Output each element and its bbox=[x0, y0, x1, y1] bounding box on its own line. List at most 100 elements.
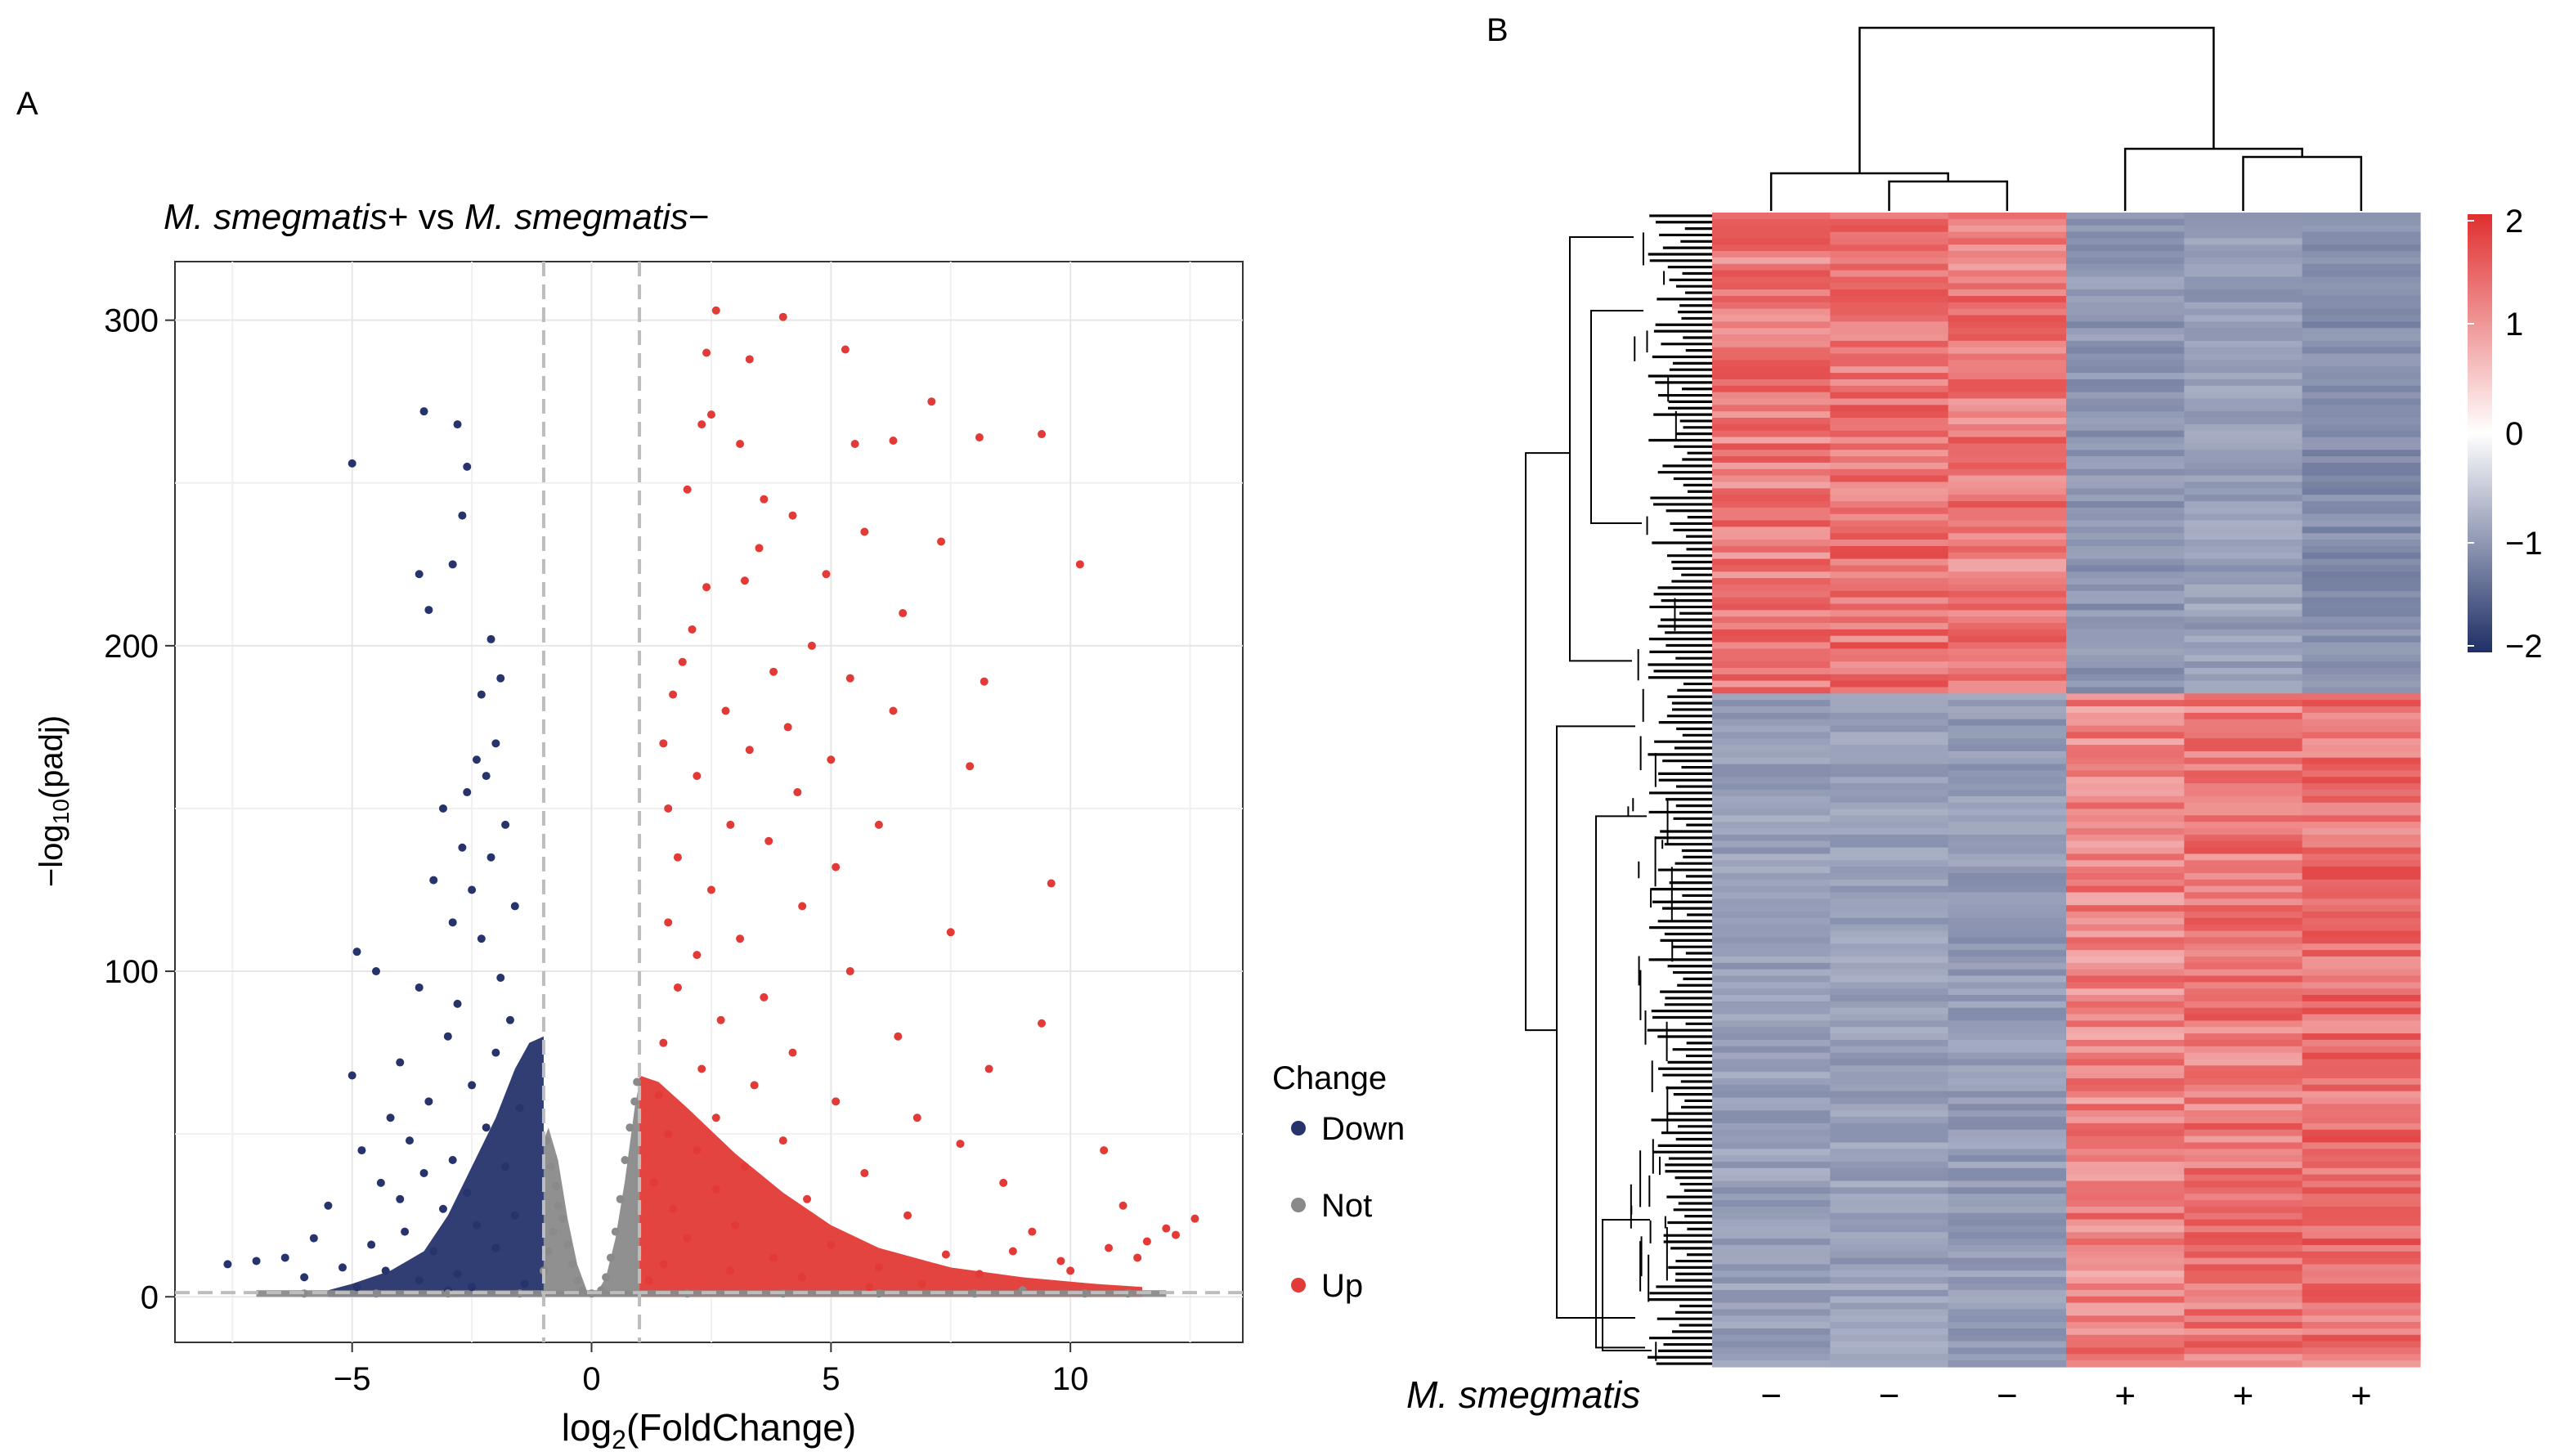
heatmap-cell bbox=[1830, 1284, 1949, 1291]
heatmap-cell bbox=[2184, 244, 2303, 252]
point-down bbox=[401, 1227, 410, 1236]
heatmap-cell bbox=[2302, 770, 2421, 777]
heatmap-cell bbox=[1830, 770, 1949, 777]
heatmap-cell bbox=[2302, 1161, 2421, 1169]
heatmap-cell bbox=[2066, 732, 2185, 739]
heatmap-cell bbox=[1830, 661, 1949, 669]
heatmap-cell bbox=[2184, 1052, 2303, 1060]
point-up bbox=[845, 967, 854, 976]
heatmap-cell bbox=[2302, 1187, 2421, 1194]
title-plain-2: − bbox=[688, 197, 710, 237]
heatmap-cell bbox=[1712, 885, 1831, 894]
row-dendro-link bbox=[1569, 236, 1634, 662]
heatmap-cell bbox=[2066, 558, 2185, 567]
heatmap-cell bbox=[2302, 1309, 2421, 1316]
point-up bbox=[697, 1064, 706, 1073]
point-up bbox=[788, 511, 797, 520]
heatmap-cell bbox=[2184, 218, 2303, 226]
heatmap-cell bbox=[1948, 995, 2067, 1002]
heatmap-cell bbox=[2302, 1072, 2421, 1079]
point-up bbox=[740, 576, 749, 585]
heatmap-cell bbox=[2184, 995, 2303, 1002]
heatmap-cell bbox=[2302, 700, 2421, 707]
heatmap-cell bbox=[2184, 930, 2303, 939]
heatmap-cell bbox=[1712, 1334, 1831, 1342]
heatmap-cell bbox=[2066, 892, 2185, 899]
y-tick-label: 100 bbox=[104, 954, 159, 990]
heatmap-cell bbox=[2302, 1065, 2421, 1073]
heatmap-cell bbox=[2066, 251, 2185, 258]
heatmap-cell bbox=[2066, 635, 2185, 643]
heatmap-cell bbox=[1830, 552, 1949, 560]
heatmap-cell bbox=[2184, 1251, 2303, 1259]
heatmap-cell bbox=[2184, 405, 2303, 412]
heatmap-cell bbox=[1830, 1244, 1949, 1252]
heatmap-cell bbox=[1948, 430, 2067, 438]
heatmap-cell bbox=[2184, 251, 2303, 258]
heatmap-cell bbox=[2302, 834, 2421, 842]
heatmap-cell bbox=[1712, 1033, 1831, 1041]
heatmap-cell bbox=[2066, 930, 2185, 939]
point-down bbox=[386, 1113, 395, 1122]
heatmap-cell bbox=[2302, 340, 2421, 348]
heatmap-cell bbox=[2066, 962, 2185, 970]
heatmap-cell bbox=[1830, 642, 1949, 650]
heatmap-cell bbox=[1712, 1187, 1831, 1194]
heatmap-cell bbox=[1948, 283, 2067, 290]
heatmap-cell bbox=[1948, 398, 2067, 405]
point-down bbox=[419, 1168, 428, 1177]
point-up bbox=[865, 1283, 874, 1292]
panel-b-label: B bbox=[1486, 12, 1509, 48]
heatmap-cell bbox=[1948, 872, 2067, 880]
heatmap-cell bbox=[1830, 263, 1949, 271]
heatmap-cell bbox=[2184, 924, 2303, 932]
heatmap-cell bbox=[1712, 1161, 1831, 1169]
heatmap-cell bbox=[1948, 764, 2067, 772]
heatmap-cell bbox=[2066, 423, 2185, 432]
heatmap-cell bbox=[1830, 809, 1949, 816]
colorbar-tick-label: 0 bbox=[2505, 416, 2523, 452]
heatmap-cell bbox=[1830, 1212, 1949, 1221]
heatmap-cell bbox=[1948, 1187, 2067, 1194]
heatmap-cell bbox=[1830, 667, 1949, 675]
heatmap-cell bbox=[2302, 757, 2421, 765]
heatmap-cell bbox=[2184, 450, 2303, 457]
heatmap-cell bbox=[2302, 943, 2421, 951]
heatmap-cell bbox=[2066, 520, 2185, 527]
heatmap-cell bbox=[2302, 661, 2421, 669]
heatmap-cell bbox=[2066, 834, 2185, 842]
heatmap-cell bbox=[2184, 520, 2303, 527]
heatmap-cell bbox=[1948, 1354, 2067, 1361]
heatmap-cell bbox=[1830, 366, 1949, 374]
heatmap-cell bbox=[1948, 834, 2067, 842]
heatmap-cell bbox=[1830, 975, 1949, 983]
heatmap-cell bbox=[2184, 1097, 2303, 1104]
heatmap-cell bbox=[1948, 462, 2067, 470]
heatmap-cell bbox=[2184, 545, 2303, 553]
heatmap-cell bbox=[1830, 655, 1949, 662]
point-down bbox=[371, 967, 380, 976]
heatmap-cell bbox=[2066, 937, 2185, 944]
heatmap-cell bbox=[2066, 770, 2185, 777]
heatmap-cell bbox=[2066, 571, 2185, 579]
heatmap-cell bbox=[2184, 1149, 2303, 1156]
heatmap-cell bbox=[1948, 411, 2067, 419]
heatmap-cell bbox=[1712, 302, 1831, 310]
heatmap-cell bbox=[1830, 937, 1949, 944]
point-up bbox=[716, 1015, 725, 1024]
heatmap-cell bbox=[1948, 693, 2067, 701]
heatmap-cell bbox=[1712, 1059, 1831, 1066]
point-down bbox=[453, 420, 462, 429]
heatmap-cell bbox=[1830, 738, 1949, 746]
heatmap-cell bbox=[2066, 1296, 2185, 1304]
heatmap-cell bbox=[2302, 802, 2421, 810]
heatmap-cell bbox=[2302, 238, 2421, 245]
heatmap-cell bbox=[2302, 1296, 2421, 1304]
heatmap-cell bbox=[1948, 905, 2067, 912]
heatmap-cell bbox=[1712, 468, 1831, 477]
heatmap-cell bbox=[1712, 995, 1831, 1002]
heatmap-cell bbox=[2184, 783, 2303, 791]
heatmap-cell bbox=[2302, 321, 2421, 329]
heatmap-cell bbox=[2184, 725, 2303, 732]
colorbar-tick-label: −2 bbox=[2505, 629, 2543, 665]
